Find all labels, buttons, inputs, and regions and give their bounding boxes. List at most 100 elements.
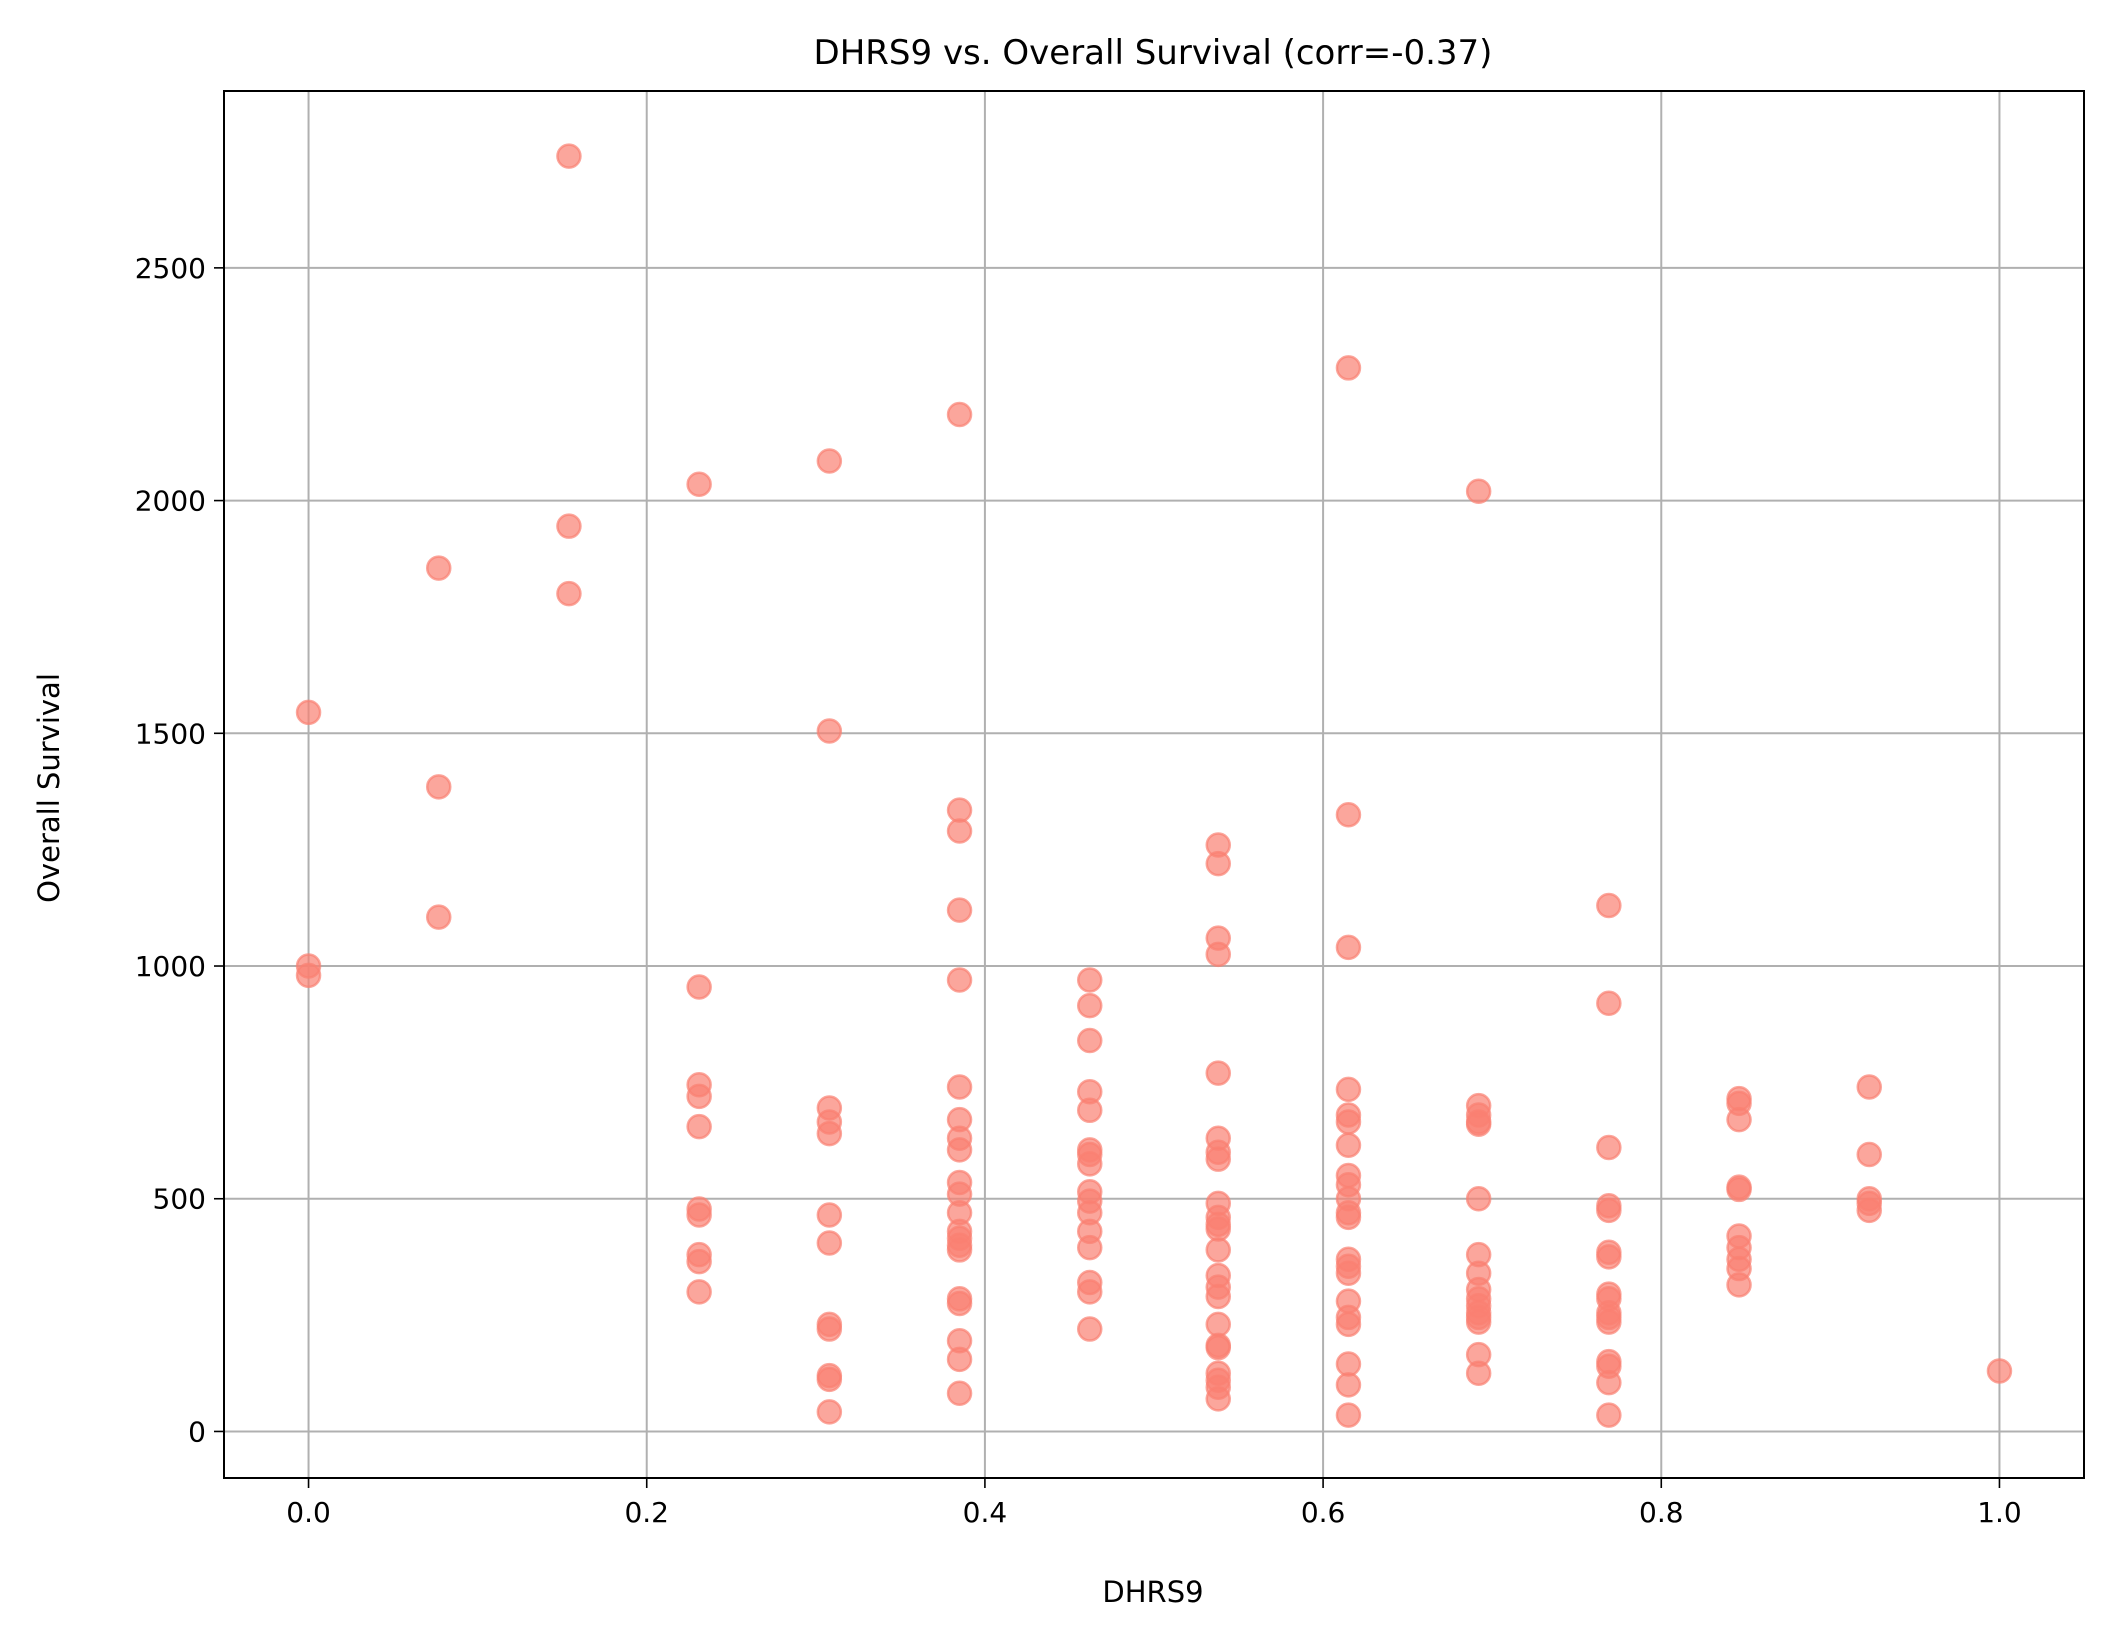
data-point [946,1290,973,1317]
x-tick-label: 1.0 [1977,1496,2022,1529]
data-point [1335,1076,1362,1103]
data-point [1465,1360,1492,1387]
data-point [1596,892,1622,919]
data-point [556,143,582,169]
data-point [1335,1372,1362,1398]
data-point [816,448,843,474]
data-point [1076,1279,1103,1305]
data-point [946,1137,973,1163]
data-point [1726,1106,1752,1133]
data-point [1596,1402,1622,1428]
data-point [1205,1311,1232,1338]
data-point [1076,1027,1103,1054]
data-point [1986,1358,2013,1384]
data-point [1205,1283,1232,1310]
data-point [1205,1386,1232,1412]
data-point [816,1230,843,1256]
x-tick-label: 0.6 [1301,1496,1346,1529]
data-point [1076,1097,1103,1124]
data-point [1726,1272,1752,1298]
data-point [1076,967,1103,993]
data-point [686,471,712,498]
x-tick-label: 0.0 [286,1496,331,1529]
data-point [1076,1151,1103,1177]
data-point [946,1074,973,1100]
data-point [295,962,322,989]
data-point [816,1316,843,1342]
data-point [1335,1109,1362,1135]
data-point [1335,1132,1362,1158]
data-point [1596,1244,1622,1270]
data-point [1856,1074,1883,1100]
data-point [1076,992,1103,1019]
data-point [1596,1309,1622,1335]
data-point [1205,1334,1232,1361]
data-point [1335,1260,1362,1286]
data-point [946,897,973,923]
data-point [1205,1237,1232,1263]
data-point [556,513,582,539]
data-point [1205,1060,1232,1086]
data-points [295,143,2013,1428]
data-point [1465,1309,1492,1335]
data-point [1856,1197,1883,1224]
data-point [816,1366,843,1393]
gridlines [224,91,2084,1478]
x-tick-label: 0.8 [1639,1496,1684,1529]
data-point [946,967,973,993]
y-tick-label: 1000 [135,950,206,983]
data-point [1465,478,1492,505]
data-point [686,1202,712,1228]
y-tick-label: 2500 [135,252,206,285]
data-point [295,699,322,726]
data-point [946,797,973,823]
data-point [1596,990,1622,1017]
data-point [946,1346,973,1373]
data-point [425,774,452,800]
data-point [686,1113,712,1140]
data-point [1596,1134,1622,1161]
x-tick-label: 0.2 [624,1496,669,1529]
x-tick-label: 0.4 [963,1496,1008,1529]
data-point [816,718,843,744]
y-tick-label: 500 [153,1183,206,1216]
data-point [1335,802,1362,828]
y-tick-label: 1500 [135,717,206,750]
y-tick-label: 2000 [135,485,206,518]
data-point [686,1279,712,1305]
data-point [686,1248,712,1275]
data-point [1596,1369,1622,1396]
data-point [425,555,452,581]
axis-ticks: 0.0 0.2 0.4 0.6 0.8 1.0 0 500 1000 1500 2000 2500 [135,252,2022,1529]
data-point [686,974,712,1000]
data-point [1335,1351,1362,1377]
data-point [816,1202,843,1228]
data-point [1726,1176,1752,1203]
chart-title: DHRS9 vs. Overall Survival (corr=-0.37) [814,33,1493,73]
data-point [1596,1197,1622,1224]
data-point [1465,1111,1492,1138]
data-point [1856,1141,1883,1168]
data-point [816,1120,843,1147]
y-axis-label: Overall Survival [32,673,66,903]
data-point [946,1237,973,1263]
y-tick-label: 0 [188,1415,206,1448]
x-axis-label: DHRS9 [1102,1575,1203,1609]
data-point [816,1399,843,1425]
plot-area-frame [223,90,2085,1479]
data-point [1205,941,1232,968]
data-point [1205,1146,1232,1172]
data-point [1076,1234,1103,1261]
data-point [1205,850,1232,877]
data-point [686,1083,712,1110]
data-point [1335,1402,1362,1428]
data-point [1335,1311,1362,1338]
data-point [946,818,973,844]
data-point [1335,355,1362,381]
data-point [1076,1316,1103,1342]
data-point [1335,1204,1362,1231]
data-point [946,1380,973,1407]
data-point [1335,934,1362,961]
data-point [425,904,452,930]
